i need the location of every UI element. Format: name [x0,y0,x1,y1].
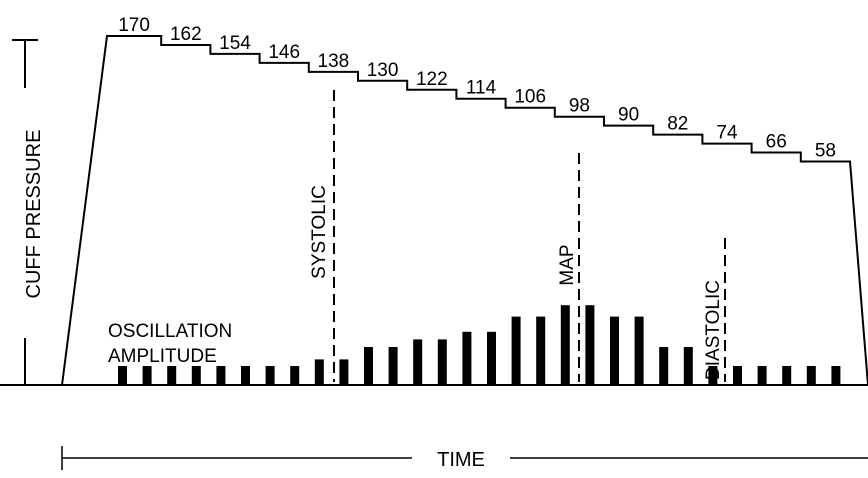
pressure-step-label: 66 [766,132,787,153]
oscillation-bar [610,316,619,385]
oscillation-bar [585,305,595,385]
oscillation-bar [733,366,742,385]
oscillation-bar [437,339,447,385]
oscillation-bar [142,366,152,385]
oscillation-bar [339,359,349,386]
oscillation-bar [462,331,472,385]
x-axis-label: TIME [437,449,485,471]
cuff-pressure-trace [61,35,868,386]
oscillation-label-line2: AMPLITUDE [108,346,217,367]
pressure-step-label: 58 [815,141,836,162]
oscillation-bar [216,366,226,385]
oscillation-bar [757,366,767,385]
pressure-step-labels: 170 162 154 146 138 130 122 114 106 98 90 82 74 66 58 [118,15,836,162]
oscillation-bar [265,366,275,385]
pressure-step-label: 130 [367,60,399,81]
pressure-step-label: 90 [618,105,639,126]
oscillation-bar [487,331,496,385]
systolic-label: SYSTOLIC [309,185,330,279]
pressure-step-label: 170 [118,15,150,36]
oscillation-bar [413,339,423,385]
pressure-step-label: 98 [569,96,590,117]
oscillation-bar [167,366,177,385]
oscillation-bar [782,366,792,385]
oscillation-bar [806,366,816,385]
pressure-step-label: 106 [514,87,546,108]
oscillation-bar [290,366,300,385]
time-axis [61,446,868,470]
oscillation-bar [659,347,669,385]
oscillation-label-line1: OSCILLATION [108,321,232,342]
oscillation-bar [831,366,841,385]
pressure-step-label: 82 [667,114,688,135]
pressure-step-label: 146 [268,42,300,63]
oscillation-bar [708,366,718,385]
y-axis-label: CUFF PRESSURE [23,130,45,299]
oscillation-bar [634,316,644,385]
oscillation-bar [683,347,693,385]
oscillation-bar [560,305,570,385]
pressure-step-label: 138 [318,51,350,72]
oscillation-bar [118,366,127,385]
map-label: MAP [557,244,578,285]
oscillation-bar [388,347,398,385]
oscillation-bar [364,347,373,385]
marker-lines [333,90,726,382]
oscillation-bars [118,305,841,386]
oscillation-bar [241,366,250,385]
diastolic-label: DIASTOLIC [703,280,724,380]
pressure-step-label: 74 [716,123,738,144]
pressure-step-label: 122 [416,69,448,90]
oscillation-bar [191,366,201,385]
oscillation-bar [314,359,324,386]
pressure-step-label: 162 [170,24,202,45]
pressure-step-label: 154 [219,33,251,54]
oscillation-bar [536,316,546,385]
pressure-step-label: 114 [466,78,497,99]
oscillation-bar [511,316,521,385]
